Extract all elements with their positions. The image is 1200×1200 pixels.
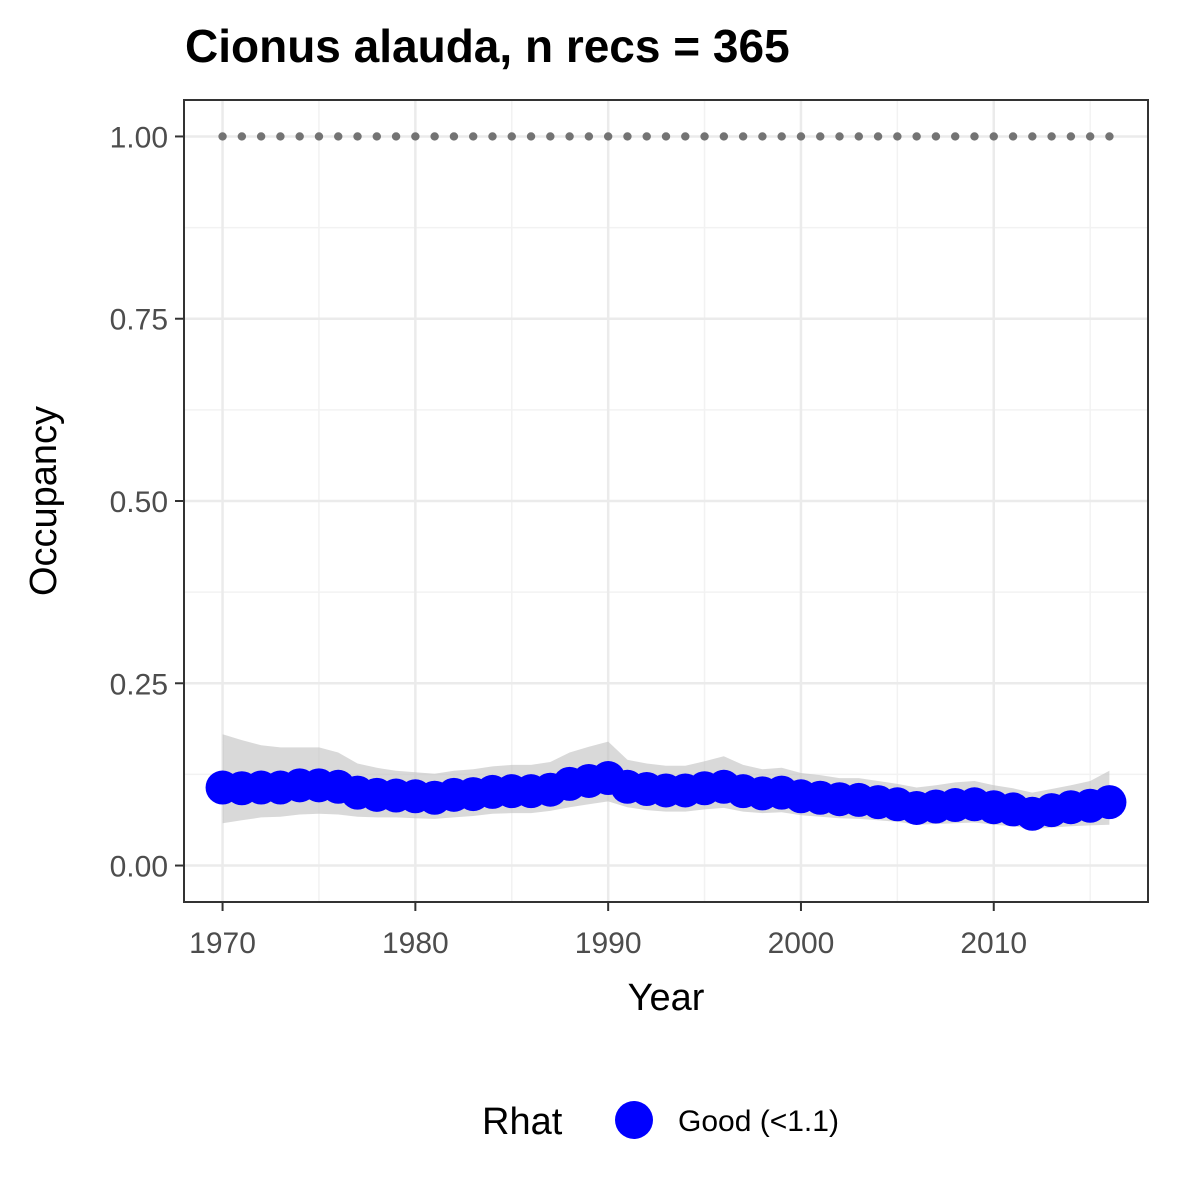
upper-dot bbox=[623, 132, 632, 141]
upper-dot bbox=[218, 132, 227, 141]
upper-dot bbox=[912, 132, 921, 141]
upper-dot bbox=[449, 132, 459, 141]
upper-dot bbox=[1105, 132, 1114, 141]
upper-dot bbox=[314, 132, 324, 141]
upper-dot bbox=[1066, 132, 1076, 141]
upper-dot bbox=[1085, 132, 1095, 141]
upper-dot bbox=[642, 132, 651, 141]
grid-major bbox=[184, 100, 1148, 902]
upper-dot bbox=[488, 132, 497, 141]
upper-dot bbox=[681, 132, 690, 141]
upper-dot bbox=[603, 132, 613, 141]
y-axis-title: Occupancy bbox=[23, 406, 65, 596]
upper-dot bbox=[372, 132, 381, 141]
x-tick-label: 1970 bbox=[189, 927, 256, 960]
upper-dot bbox=[469, 132, 478, 141]
upper-dot bbox=[661, 132, 671, 141]
upper-dot bbox=[719, 132, 729, 141]
upper-dot bbox=[970, 132, 979, 141]
upper-dot bbox=[507, 132, 516, 141]
y-tick-label: 0.00 bbox=[110, 851, 168, 884]
upper-dot bbox=[1028, 132, 1037, 141]
upper-dot bbox=[1047, 132, 1056, 141]
upper-dot bbox=[526, 132, 536, 141]
upper-dot bbox=[391, 132, 401, 141]
upper-dot bbox=[700, 132, 709, 141]
upper-dot bbox=[758, 132, 767, 141]
upper-dot bbox=[777, 132, 786, 141]
upper-dot bbox=[276, 132, 285, 141]
y-tick-label: 0.75 bbox=[110, 304, 168, 337]
y-axis: 0.00 0.25 0.50 0.75 1.00 bbox=[110, 121, 184, 884]
chart-title: Cionus alauda, n recs = 365 bbox=[185, 20, 790, 72]
upper-dot bbox=[237, 132, 247, 141]
upper-dot bbox=[1008, 132, 1018, 141]
upper-dot bbox=[873, 132, 883, 141]
upper-dot bbox=[931, 132, 941, 141]
upper-dot bbox=[295, 132, 304, 141]
upper-bound-dots-layer bbox=[218, 132, 1114, 141]
upper-dot bbox=[256, 132, 266, 141]
x-axis: 1970 1980 1990 2000 2010 bbox=[189, 902, 1027, 960]
upper-dot bbox=[893, 132, 902, 141]
occupancy-point bbox=[1092, 785, 1127, 820]
upper-dot bbox=[411, 132, 420, 141]
x-tick-label: 1980 bbox=[382, 927, 449, 960]
legend: Rhat Good (<1.1) bbox=[482, 1101, 839, 1143]
occupancy-points-layer bbox=[205, 761, 1127, 831]
upper-dot bbox=[796, 132, 806, 141]
legend-title: Rhat bbox=[482, 1101, 563, 1143]
upper-dot bbox=[738, 132, 748, 141]
upper-dot bbox=[546, 132, 555, 141]
y-tick-label: 0.50 bbox=[110, 486, 168, 519]
upper-dot bbox=[989, 132, 998, 141]
x-tick-label: 2000 bbox=[768, 927, 835, 960]
upper-dot bbox=[353, 132, 362, 141]
upper-dot bbox=[430, 132, 439, 141]
legend-label: Good (<1.1) bbox=[678, 1105, 839, 1138]
upper-dot bbox=[835, 132, 844, 141]
upper-dot bbox=[334, 132, 343, 141]
legend-key-blue-circle bbox=[615, 1101, 653, 1139]
upper-dot bbox=[854, 132, 863, 141]
x-tick-label: 2010 bbox=[960, 927, 1027, 960]
upper-dot bbox=[584, 132, 594, 141]
y-tick-label: 1.00 bbox=[110, 121, 168, 154]
upper-dot bbox=[565, 132, 574, 141]
upper-dot bbox=[951, 132, 960, 141]
x-axis-title: Year bbox=[628, 977, 705, 1019]
x-tick-label: 1990 bbox=[575, 927, 642, 960]
upper-dot bbox=[816, 132, 825, 141]
y-tick-label: 0.25 bbox=[110, 668, 168, 701]
